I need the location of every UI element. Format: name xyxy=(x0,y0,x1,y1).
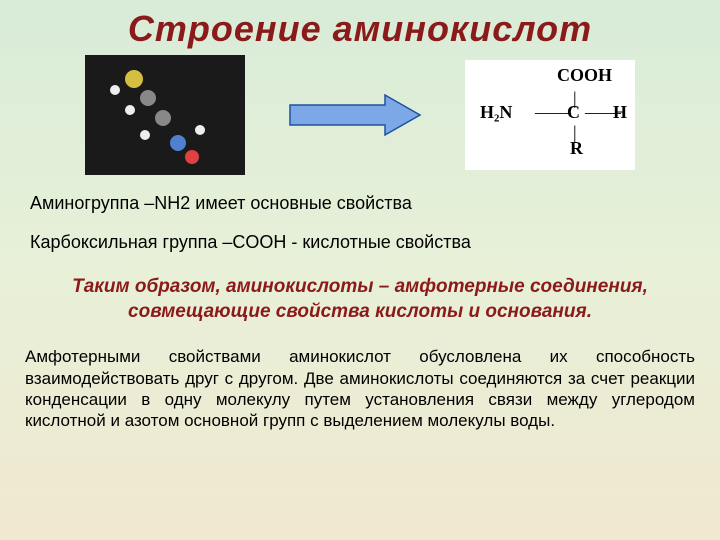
atom-hydrogen xyxy=(110,85,120,95)
formula-c: C xyxy=(567,102,580,123)
text-carboxyl-group: Карбоксильная группа –COOH - кислотные с… xyxy=(30,232,720,253)
conclusion-block: Таким образом, аминокислоты – амфотерные… xyxy=(0,275,720,324)
atom-hydrogen xyxy=(140,130,150,140)
formula-bond: —— xyxy=(535,102,571,123)
atom-sulfur xyxy=(125,70,143,88)
structural-formula-image: COOH | H₂N —— C —— H | R xyxy=(465,60,635,170)
atom-carbon xyxy=(140,90,156,106)
atom-carbon xyxy=(155,110,171,126)
conclusion-line2: совмещающие свойства кислоты и основания… xyxy=(0,300,720,325)
paragraph-text: Амфотерными свойствами аминокислот обусл… xyxy=(25,346,695,431)
formula-h2n: H₂N xyxy=(480,102,512,123)
slide-title: Строение аминокислот xyxy=(0,0,720,50)
atom-oxygen xyxy=(185,150,199,164)
molecule-3d-image xyxy=(85,55,245,175)
atom-hydrogen xyxy=(125,105,135,115)
atom-nitrogen xyxy=(170,135,186,151)
formula-cooh: COOH xyxy=(557,65,612,86)
conclusion-line1: Таким образом, аминокислоты – амфотерные… xyxy=(0,275,720,300)
formula-r: R xyxy=(570,138,583,159)
images-row: COOH | H₂N —— C —— H | R xyxy=(0,55,720,175)
arrow-icon xyxy=(285,90,425,140)
text-amino-group: Аминогруппа –NH2 имеет основные свойства xyxy=(30,193,720,214)
formula-h: H xyxy=(613,102,627,123)
atom-hydrogen xyxy=(195,125,205,135)
